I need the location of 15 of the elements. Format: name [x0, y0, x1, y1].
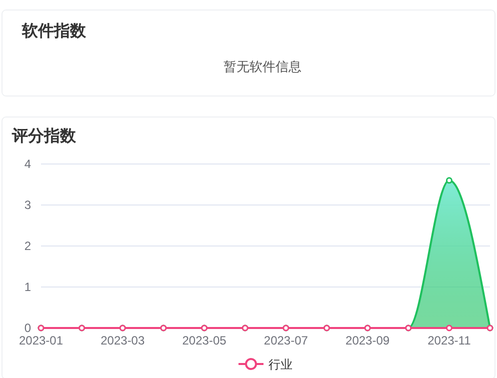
x-tick-label: 2023-05	[182, 334, 227, 348]
y-tick-label: 3	[24, 198, 32, 212]
legend-label: 行业	[268, 358, 292, 372]
text: 暂无软件信息	[224, 60, 302, 75]
y-tick-label: 2	[24, 238, 32, 253]
x-tick-label: 2023-11	[428, 334, 472, 348]
x-tick-label: 2023-01	[18, 334, 64, 348]
chart-title: 评分指数	[11, 126, 77, 145]
text: 软件指数	[21, 21, 87, 40]
y-tick-label: 4	[24, 156, 32, 171]
y-tick-label: 0	[24, 320, 32, 335]
y-tick-label: 1	[24, 280, 32, 294]
x-tick-label: 2023-09	[346, 334, 390, 348]
x-tick-label: 2023-07	[264, 334, 308, 348]
x-tick-label: 2023-03	[100, 334, 145, 348]
